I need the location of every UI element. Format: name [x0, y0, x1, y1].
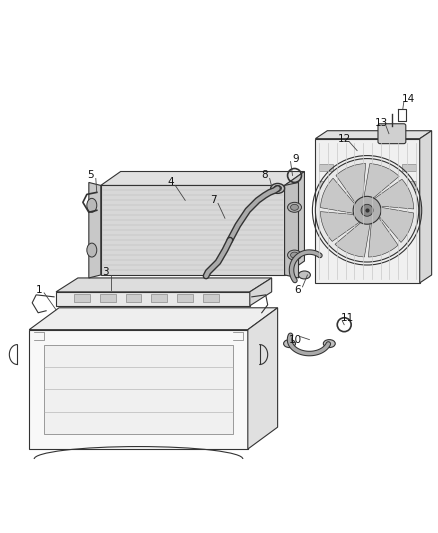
- Bar: [126, 294, 141, 302]
- Polygon shape: [56, 292, 250, 306]
- Text: 14: 14: [402, 94, 415, 104]
- Polygon shape: [89, 182, 101, 278]
- Polygon shape: [368, 214, 398, 257]
- Polygon shape: [321, 178, 358, 214]
- FancyBboxPatch shape: [378, 124, 406, 144]
- Polygon shape: [376, 206, 413, 243]
- Text: 13: 13: [374, 118, 388, 128]
- Ellipse shape: [290, 204, 298, 211]
- Polygon shape: [101, 172, 304, 185]
- Text: 4: 4: [167, 177, 173, 188]
- Polygon shape: [371, 179, 414, 209]
- Polygon shape: [29, 308, 278, 330]
- Ellipse shape: [274, 185, 282, 191]
- Bar: [177, 294, 193, 302]
- Bar: [74, 294, 90, 302]
- Circle shape: [353, 196, 381, 224]
- Bar: [319, 164, 333, 172]
- Polygon shape: [248, 308, 278, 449]
- Polygon shape: [315, 139, 420, 283]
- Circle shape: [315, 158, 419, 262]
- Text: 3: 3: [102, 267, 109, 277]
- Polygon shape: [335, 220, 371, 257]
- Bar: [100, 294, 116, 302]
- Polygon shape: [101, 185, 285, 275]
- Ellipse shape: [298, 271, 311, 279]
- Polygon shape: [420, 131, 431, 283]
- Bar: [402, 164, 416, 172]
- Text: 11: 11: [341, 313, 354, 323]
- Bar: [203, 294, 219, 302]
- Ellipse shape: [290, 252, 298, 258]
- Ellipse shape: [323, 340, 335, 348]
- Circle shape: [361, 204, 373, 216]
- Text: 10: 10: [289, 335, 302, 345]
- Polygon shape: [315, 131, 431, 139]
- Bar: [319, 181, 333, 189]
- Text: 12: 12: [338, 134, 351, 144]
- Polygon shape: [44, 345, 233, 434]
- Ellipse shape: [87, 243, 97, 257]
- Polygon shape: [285, 172, 304, 275]
- Ellipse shape: [271, 183, 285, 193]
- Ellipse shape: [283, 340, 296, 348]
- Ellipse shape: [288, 250, 301, 260]
- Polygon shape: [285, 182, 298, 278]
- Polygon shape: [29, 330, 248, 449]
- Text: 8: 8: [261, 171, 268, 181]
- Polygon shape: [250, 278, 272, 306]
- Polygon shape: [336, 164, 366, 206]
- Bar: [152, 294, 167, 302]
- Polygon shape: [363, 164, 399, 201]
- Text: 7: 7: [210, 196, 216, 205]
- Ellipse shape: [87, 198, 97, 212]
- Bar: [319, 199, 333, 207]
- Text: 6: 6: [294, 285, 301, 295]
- Polygon shape: [320, 212, 363, 241]
- Ellipse shape: [288, 203, 301, 212]
- Polygon shape: [56, 278, 272, 292]
- Bar: [402, 199, 416, 207]
- Bar: [402, 181, 416, 189]
- Text: 5: 5: [88, 171, 94, 181]
- Text: 1: 1: [36, 285, 42, 295]
- Text: 9: 9: [292, 154, 299, 164]
